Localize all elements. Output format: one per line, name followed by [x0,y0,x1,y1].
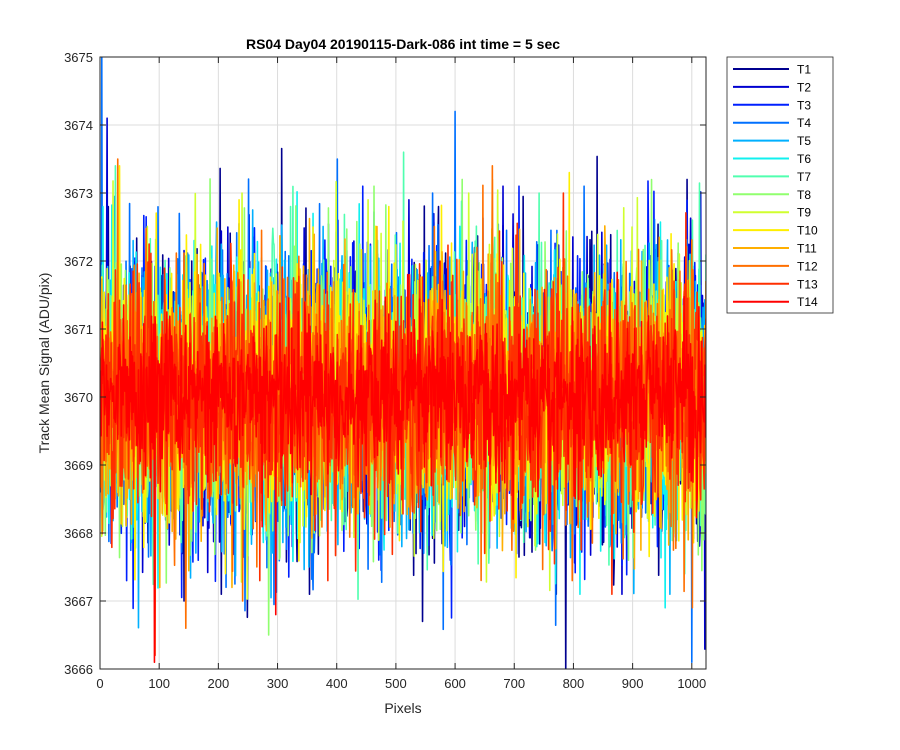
series-line-t14 [100,271,706,663]
legend-label-t4: T4 [797,116,811,130]
legend-box [726,56,834,314]
series-line-t13 [100,192,706,657]
x-tick-label: 500 [385,676,407,691]
y-axis-label: Track Mean Signal (ADU/pix) [36,273,52,454]
y-tick-label: 3671 [64,322,93,337]
y-tick-label: 3666 [64,662,93,677]
y-tick-label: 3668 [64,526,93,541]
y-tick-label: 3675 [64,50,93,65]
y-tick-label: 3674 [64,118,93,133]
x-tick-label: 0 [96,676,103,691]
y-tick-label: 3669 [64,458,93,473]
x-tick-label: 400 [326,676,348,691]
legend-label-t12: T12 [797,259,818,273]
legend-label-t8: T8 [797,188,811,202]
y-tick-label: 3670 [64,390,93,405]
legend-label-t13: T13 [797,277,818,291]
x-tick-label: 1000 [677,676,706,691]
x-tick-label: 200 [208,676,230,691]
y-tick-label: 3667 [64,594,93,609]
y-tick-label: 3672 [64,254,93,269]
x-tick-label: 600 [444,676,466,691]
legend: T1 T2 T3 T4 T5 T6 T7 T8 T9 T10 T11 T12 T13 T14 [726,56,834,314]
legend-label-t3: T3 [797,98,811,112]
x-tick-label: 700 [503,676,525,691]
legend-label-t9: T9 [797,206,811,220]
x-tick-label: 100 [148,676,170,691]
x-tick-label: 300 [267,676,289,691]
y-tick-label: 3673 [64,186,93,201]
axis-ticks: 0 100 200 300 400 500 600 700 800 900 1000 3666 3667… [64,50,706,691]
axes-box [99,56,707,670]
legend-label-t14: T14 [797,295,818,309]
plot-area [100,57,706,669]
legend-label-t6: T6 [797,152,811,166]
legend-label-t5: T5 [797,134,811,148]
legend-label-t2: T2 [797,80,811,94]
x-tick-label: 800 [563,676,585,691]
chart-title: RS04 Day04 20190115-Dark-086 int time = … [246,36,560,52]
legend-label-t11: T11 [797,242,817,256]
x-tick-label: 900 [622,676,644,691]
x-axis-label: Pixels [384,700,421,716]
legend-label-t7: T7 [797,170,811,184]
legend-label-t10: T10 [797,224,818,238]
legend-label-t1: T1 [797,63,811,77]
